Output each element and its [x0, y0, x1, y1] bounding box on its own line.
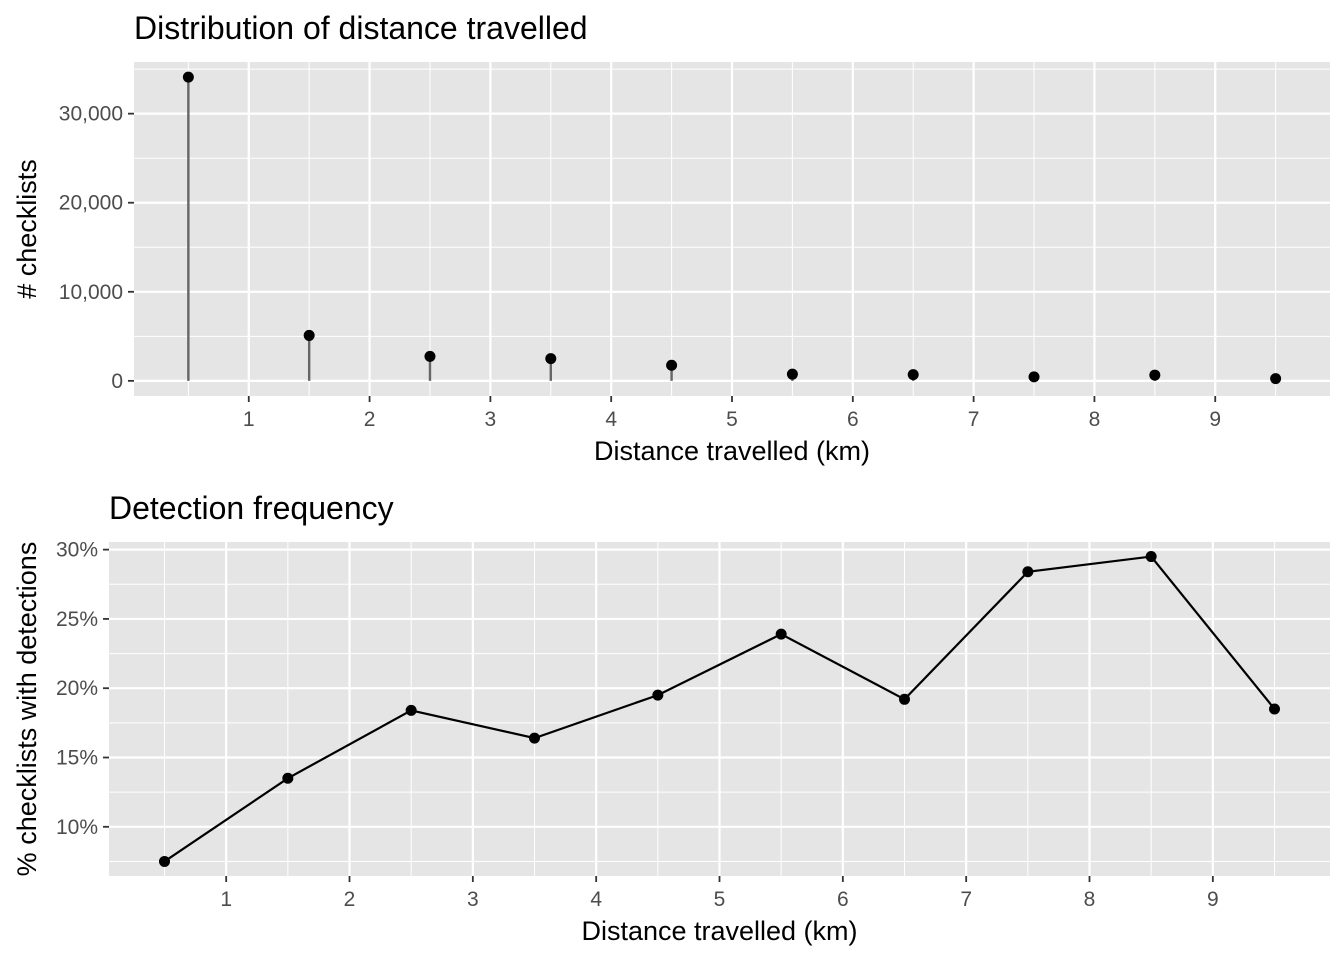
- distance-distribution-chart: Distribution of distance travelled 1 2 3 4 5…: [12, 10, 1330, 466]
- detection-frequency-chart: Detection frequency 1 2 3 4 5 6 7 8 9 10% 15% 20% 25…: [12, 490, 1330, 946]
- data-point: [1270, 373, 1282, 385]
- data-point: [545, 353, 557, 365]
- x-tick-label: 1: [220, 888, 232, 911]
- data-point: [652, 689, 664, 701]
- y-axis-title: # checklists: [12, 159, 42, 299]
- x-tick-label: 5: [726, 408, 738, 431]
- y-tick-label: 10,000: [59, 281, 123, 304]
- x-tick-label: 8: [1084, 888, 1096, 911]
- gridlines: [109, 542, 1330, 876]
- x-tick-label: 8: [1089, 408, 1101, 431]
- axis-ticks: 1 2 3 4 5 6 7 8 9 10% 15% 20% 25% 30%: [56, 539, 1219, 911]
- data-point: [405, 704, 417, 716]
- data-point: [666, 359, 678, 371]
- axis-ticks: 1 2 3 4 5 6 7 8 9 0 10,000 20,000 30,000: [59, 103, 1221, 431]
- gridlines: [134, 62, 1330, 396]
- x-tick-label: 9: [1209, 408, 1221, 431]
- x-tick-label: 9: [1207, 888, 1219, 911]
- data-point: [529, 732, 540, 744]
- data-point: [282, 772, 294, 784]
- x-tick-label: 2: [344, 888, 356, 911]
- y-tick-label: 0: [111, 370, 123, 393]
- x-tick-label: 7: [960, 888, 972, 911]
- y-tick-label: 30%: [56, 539, 98, 562]
- data-point: [1145, 551, 1157, 563]
- chart-title: Distribution of distance travelled: [134, 10, 588, 46]
- x-tick-label: 5: [714, 888, 726, 911]
- x-tick-label: 6: [837, 888, 849, 911]
- x-tick-label: 2: [364, 408, 376, 431]
- data-point: [182, 71, 194, 83]
- x-tick-label: 3: [485, 408, 497, 431]
- x-axis-title: Distance travelled (km): [594, 436, 870, 466]
- data-point: [159, 855, 170, 867]
- x-tick-label: 1: [243, 408, 255, 431]
- data-point: [1149, 369, 1161, 381]
- data-point: [1028, 371, 1040, 383]
- data-point: [775, 628, 787, 640]
- x-tick-label: 4: [605, 408, 617, 431]
- data-point: [303, 329, 315, 341]
- y-tick-label: 30,000: [59, 103, 123, 126]
- x-tick-label: 3: [467, 888, 479, 911]
- y-tick-label: 25%: [56, 608, 98, 631]
- y-tick-label: 10%: [56, 816, 98, 839]
- data-point: [907, 369, 919, 381]
- data-point: [786, 368, 798, 380]
- data-marks: [159, 551, 1280, 867]
- data-marks: [182, 71, 1282, 385]
- series-line: [163, 555, 1276, 863]
- x-tick-label: 7: [968, 408, 980, 431]
- x-axis-title: Distance travelled (km): [581, 916, 857, 946]
- y-tick-label: 20%: [56, 677, 98, 700]
- y-tick-label: 15%: [56, 747, 98, 770]
- y-axis-title: % checklists with detections: [12, 542, 42, 877]
- chart-title: Detection frequency: [109, 490, 394, 526]
- data-point: [899, 693, 910, 705]
- y-tick-label: 20,000: [59, 192, 123, 215]
- x-tick-label: 6: [847, 408, 859, 431]
- x-tick-label: 4: [590, 888, 602, 911]
- data-point: [424, 350, 436, 362]
- data-point: [1269, 703, 1280, 715]
- data-point: [1022, 566, 1034, 578]
